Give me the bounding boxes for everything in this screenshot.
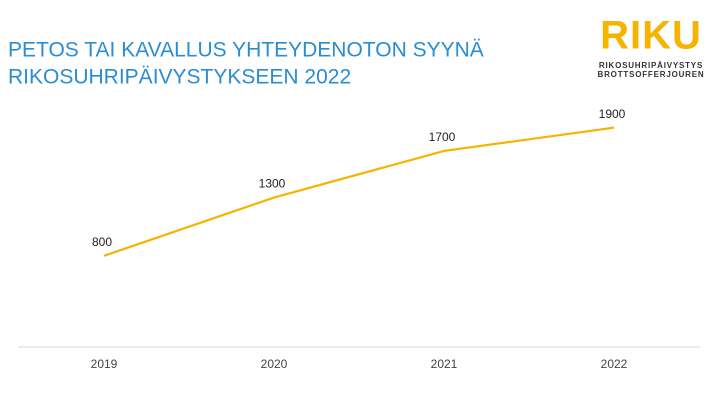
data-label: 800 (92, 235, 112, 249)
x-tick-label: 2020 (261, 357, 288, 371)
line (103, 126, 615, 257)
chart-title-line: PETOS TAI KAVALLUS YHTEYDENOTON SYYNÄ (8, 39, 484, 62)
data-label: 1700 (429, 130, 456, 144)
logo-text: RIKOSUHRIPÄIVYSTYS (599, 61, 703, 70)
x-tick-label: 2022 (601, 357, 628, 371)
logo-wordmark: RIKU (600, 14, 702, 58)
data-label: 1300 (259, 177, 286, 191)
chart-title-line: RIKOSUHRIPÄIVYSTYKSEEN 2022 (8, 66, 351, 89)
data-label: 1900 (599, 107, 626, 121)
x-tick-label: 2021 (431, 357, 458, 371)
logo: RIKU RIKOSUHRIPÄIVYSTYS BROTTSOFFERJOURE… (598, 14, 705, 80)
x-tick-label: 2019 (91, 357, 118, 371)
logo-text: BROTTSOFFERJOUREN (598, 70, 705, 79)
